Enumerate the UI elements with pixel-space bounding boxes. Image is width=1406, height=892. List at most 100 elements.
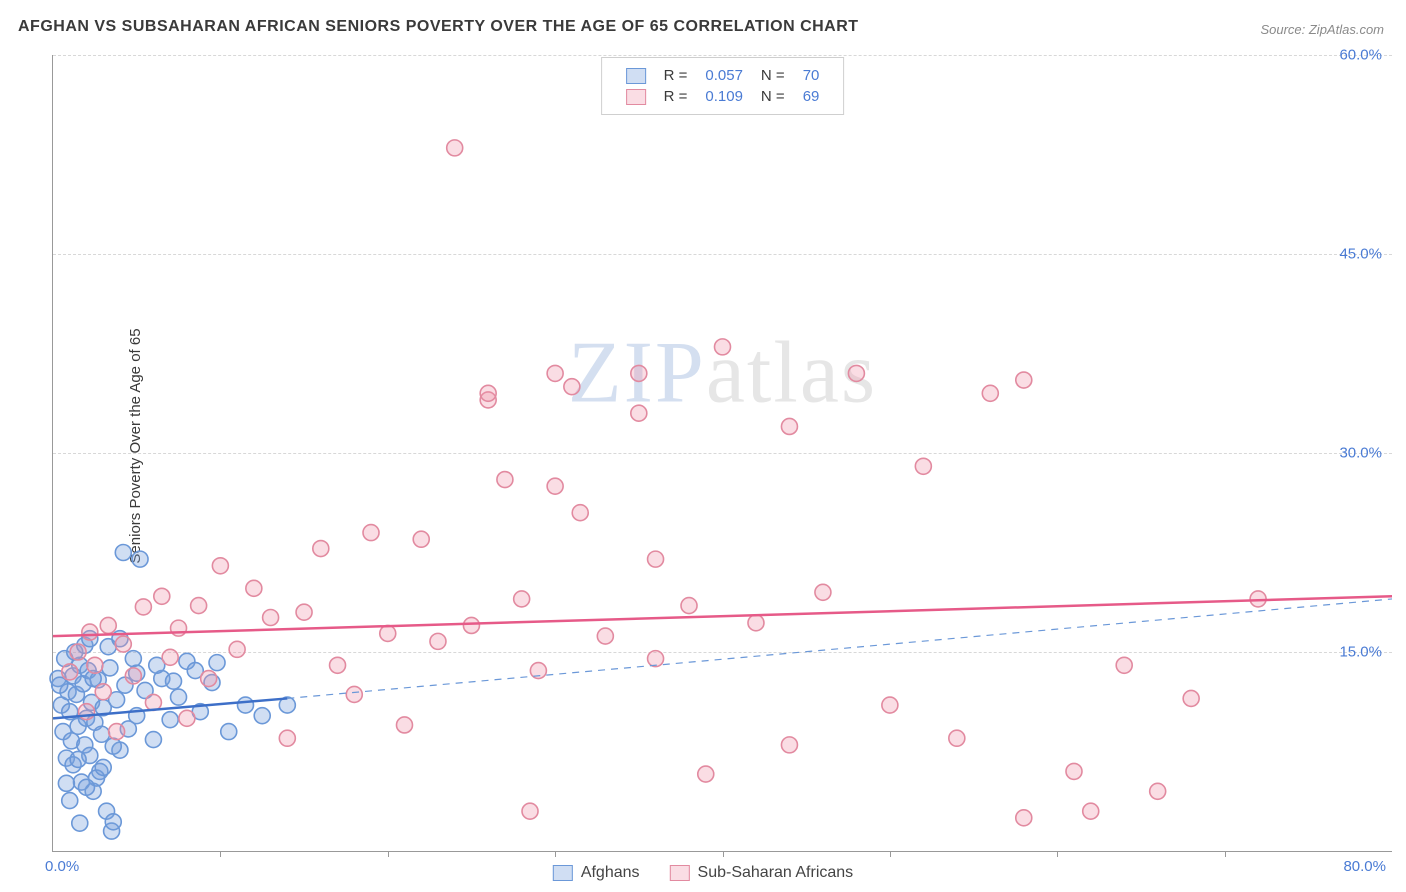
data-point <box>447 140 463 156</box>
data-point <box>52 677 68 693</box>
data-point <box>949 730 965 746</box>
x-axis-origin-label: 0.0% <box>45 858 79 875</box>
series-legend-item: Sub-Saharan Africans <box>670 864 854 882</box>
data-point <box>229 641 245 657</box>
data-point <box>70 751 86 767</box>
data-point <box>430 633 446 649</box>
data-point <box>648 551 664 567</box>
data-point <box>296 604 312 620</box>
chart-plot-area: ZIPatlas 0.0% 80.0% R =0.057N =70R =0.10… <box>52 55 1392 852</box>
data-point <box>179 710 195 726</box>
data-point <box>681 598 697 614</box>
data-point <box>781 418 797 434</box>
data-point <box>209 655 225 671</box>
data-point <box>396 717 412 733</box>
x-tick <box>1057 851 1058 857</box>
data-point <box>162 649 178 665</box>
data-point <box>95 684 111 700</box>
data-point <box>514 591 530 607</box>
data-point <box>125 668 141 684</box>
data-point <box>330 657 346 673</box>
x-tick <box>220 851 221 857</box>
legend-n-label: N = <box>753 87 793 106</box>
data-point <box>380 625 396 641</box>
data-point <box>982 385 998 401</box>
legend-row: R =0.057N =70 <box>618 66 828 85</box>
data-point <box>87 657 103 673</box>
data-point <box>94 726 110 742</box>
legend-n-value: 69 <box>795 87 828 106</box>
data-point <box>162 712 178 728</box>
data-point <box>1066 763 1082 779</box>
legend-swatch <box>553 865 573 881</box>
data-point <box>254 708 270 724</box>
legend-r-value: 0.109 <box>697 87 751 106</box>
data-point <box>221 724 237 740</box>
data-point <box>95 759 111 775</box>
data-point <box>497 472 513 488</box>
data-point <box>132 551 148 567</box>
data-point <box>105 814 121 830</box>
x-tick <box>555 851 556 857</box>
x-tick <box>890 851 891 857</box>
x-axis-max-label: 80.0% <box>1343 858 1386 875</box>
legend-swatch <box>670 865 690 881</box>
data-point <box>1150 783 1166 799</box>
data-point <box>201 671 217 687</box>
correlation-legend: R =0.057N =70R =0.109N =69 <box>601 57 845 115</box>
data-point <box>82 624 98 640</box>
data-point <box>115 545 131 561</box>
data-point <box>698 766 714 782</box>
data-point <box>1016 372 1032 388</box>
data-point <box>715 339 731 355</box>
data-point <box>102 660 118 676</box>
legend-r-label: R = <box>656 66 696 85</box>
data-point <box>58 775 74 791</box>
data-point <box>279 730 295 746</box>
legend-swatch <box>626 89 646 105</box>
data-point <box>547 478 563 494</box>
data-point <box>78 779 94 795</box>
data-point <box>145 694 161 710</box>
data-point <box>882 697 898 713</box>
legend-swatch <box>626 68 646 84</box>
x-tick <box>388 851 389 857</box>
data-point <box>1016 810 1032 826</box>
data-point <box>100 617 116 633</box>
data-point <box>915 458 931 474</box>
data-point <box>480 385 496 401</box>
x-tick <box>723 851 724 857</box>
data-point <box>413 531 429 547</box>
data-point <box>1183 690 1199 706</box>
data-point <box>135 599 151 615</box>
data-point <box>1116 657 1132 673</box>
data-point <box>109 724 125 740</box>
x-tick <box>1225 851 1226 857</box>
legend-r-label: R = <box>656 87 696 106</box>
trend-line <box>53 596 1392 636</box>
data-point <box>522 803 538 819</box>
data-point <box>62 793 78 809</box>
data-point <box>346 686 362 702</box>
data-point <box>748 615 764 631</box>
chart-title: AFGHAN VS SUBSAHARAN AFRICAN SENIORS POV… <box>18 18 859 36</box>
data-point <box>62 664 78 680</box>
data-point <box>463 617 479 633</box>
data-point <box>631 405 647 421</box>
data-point <box>237 697 253 713</box>
scatter-plot-svg <box>53 55 1392 851</box>
data-point <box>72 815 88 831</box>
source-attribution: Source: ZipAtlas.com <box>1260 22 1384 37</box>
legend-row: R =0.109N =69 <box>618 87 828 106</box>
data-point <box>191 598 207 614</box>
data-point <box>1083 803 1099 819</box>
data-point <box>363 525 379 541</box>
data-point <box>166 673 182 689</box>
data-point <box>631 365 647 381</box>
data-point <box>597 628 613 644</box>
data-point <box>171 689 187 705</box>
legend-r-value: 0.057 <box>697 66 751 85</box>
legend-n-label: N = <box>753 66 793 85</box>
data-point <box>564 379 580 395</box>
data-point <box>246 580 262 596</box>
